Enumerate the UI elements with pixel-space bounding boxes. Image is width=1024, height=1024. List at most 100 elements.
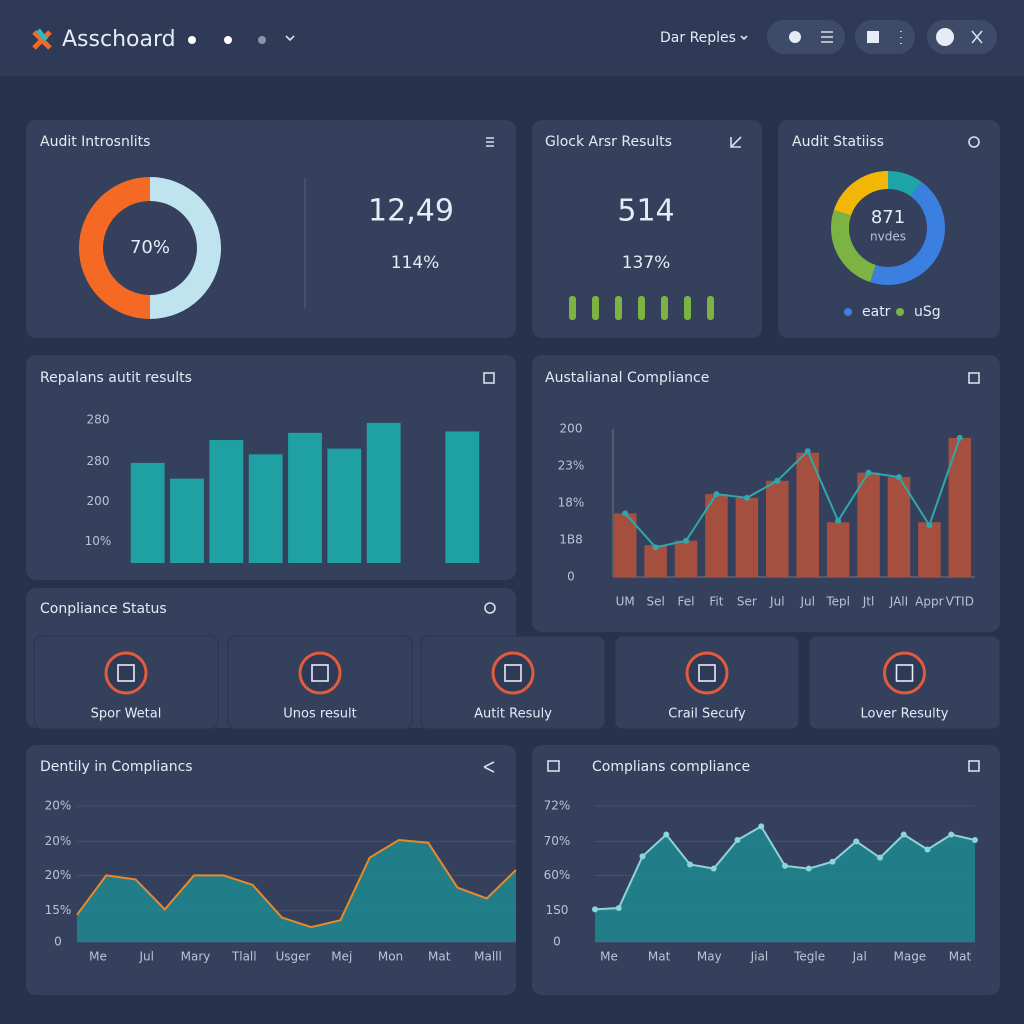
- card-glyph: [117, 664, 135, 682]
- panel-icon[interactable]: [483, 761, 495, 773]
- panel-title: Audit Introsnlits: [40, 134, 150, 150]
- x-tick-label: Jul: [139, 950, 154, 964]
- x-tick-label: Tepl: [825, 595, 850, 609]
- y-tick-label: 23%: [558, 459, 585, 473]
- button-group[interactable]: [767, 20, 845, 54]
- panel-title: Complians compliance: [592, 759, 750, 775]
- nav-caret[interactable]: [285, 35, 295, 42]
- card-glyph: [311, 664, 329, 682]
- x-tick-label: Jtl: [862, 595, 875, 609]
- panel-icon[interactable]: [486, 137, 494, 147]
- y-tick-label: 20%: [45, 868, 72, 882]
- x-tick-label: Jal: [852, 950, 867, 964]
- nav-dot[interactable]: [258, 36, 266, 44]
- x-tick-label: Fit: [709, 595, 723, 609]
- y-tick-label: 20%: [45, 799, 72, 813]
- settings-icon[interactable]: [789, 31, 801, 43]
- x-tick-label: Jial: [750, 950, 769, 964]
- x-tick-label: Jul: [799, 595, 814, 609]
- tools-icon[interactable]: [971, 30, 983, 44]
- card-icon: [491, 651, 535, 695]
- point: [615, 905, 622, 911]
- point: [865, 469, 872, 476]
- y-tick-label: 18%: [558, 496, 585, 510]
- panel-title: Glock Arsr Results: [545, 134, 672, 150]
- panel-icon[interactable]: [483, 372, 495, 384]
- y-tick-label: 10%: [85, 534, 112, 548]
- donut-caption: nvdes: [870, 230, 906, 244]
- card-icon: [298, 651, 342, 695]
- point: [687, 861, 693, 868]
- sparkline-bars: [569, 296, 714, 320]
- y-tick-label: 280: [87, 454, 110, 468]
- nav-dot[interactable]: [188, 36, 196, 44]
- top-bar: [0, 0, 1024, 76]
- brand: Asschoard: [62, 27, 176, 52]
- bar: [857, 472, 880, 577]
- bar: [766, 480, 789, 577]
- menu-caret[interactable]: [740, 35, 748, 41]
- panel: [26, 120, 516, 338]
- panel: [778, 120, 1000, 338]
- panel-icon[interactable]: [547, 760, 560, 772]
- point: [926, 522, 933, 529]
- point: [853, 838, 860, 845]
- panel-icon[interactable]: [730, 136, 742, 148]
- x-tick-label: Malll: [474, 950, 502, 964]
- donut-segment: [831, 171, 945, 285]
- y-tick-label: 0: [553, 935, 561, 949]
- kpi-number: 12,49: [368, 194, 454, 229]
- point: [829, 858, 836, 865]
- bar: [674, 540, 698, 577]
- card-icon: [883, 651, 926, 695]
- book-icon[interactable]: [867, 31, 879, 43]
- nav-dot[interactable]: [224, 36, 232, 44]
- panel-title: Austalianal Compliance: [545, 370, 709, 386]
- panel-icon[interactable]: [484, 602, 496, 614]
- donut-segment: [831, 171, 945, 285]
- bar: [796, 452, 819, 577]
- x-tick-label: Tegle: [793, 950, 825, 964]
- donut-number: 871: [871, 207, 905, 228]
- x-tick-label: Fel: [678, 595, 695, 609]
- logo-accent: [36, 28, 48, 42]
- logo: [32, 30, 52, 50]
- x-tick-label: Mat: [949, 950, 972, 964]
- y-tick-label: 200: [87, 494, 110, 508]
- bar: [248, 454, 283, 563]
- area: [595, 826, 975, 942]
- point: [900, 831, 907, 838]
- point: [743, 494, 750, 501]
- point: [652, 544, 659, 551]
- panel-icon[interactable]: [968, 136, 980, 148]
- x-tick-label: Ser: [737, 595, 757, 609]
- legend-label: uSg: [914, 304, 941, 320]
- point: [713, 491, 720, 498]
- x-tick-label: Mage: [893, 950, 926, 964]
- card-label: Spor Wetal: [91, 707, 162, 722]
- card-icon: [685, 651, 729, 695]
- x-tick-label: Mary: [181, 950, 211, 964]
- panel: [532, 120, 762, 338]
- y-tick-label: 0: [54, 935, 62, 949]
- x-tick-label: Tlall: [231, 950, 257, 964]
- menu[interactable]: Dar Reples: [660, 30, 736, 46]
- y-tick-label: 1S0: [546, 903, 569, 917]
- panel-icon[interactable]: [968, 760, 980, 772]
- x-tick-label: Mat: [428, 950, 451, 964]
- x-tick-label: May: [697, 950, 722, 964]
- panel-icon[interactable]: [968, 372, 980, 384]
- point: [622, 510, 629, 517]
- user-icon[interactable]: [936, 28, 954, 46]
- bar: [918, 522, 941, 577]
- legend-label: eatr: [862, 304, 891, 320]
- x-tick-label: Mat: [648, 950, 671, 964]
- y-tick-label: 0: [567, 570, 575, 584]
- point: [835, 517, 842, 524]
- point: [948, 831, 955, 838]
- button-group[interactable]: [855, 20, 915, 54]
- card-glyph: [698, 664, 716, 682]
- menu-icon[interactable]: [821, 31, 833, 43]
- panel-title: Dentily in Compliancs: [40, 759, 193, 775]
- y-tick-label: 70%: [544, 834, 571, 848]
